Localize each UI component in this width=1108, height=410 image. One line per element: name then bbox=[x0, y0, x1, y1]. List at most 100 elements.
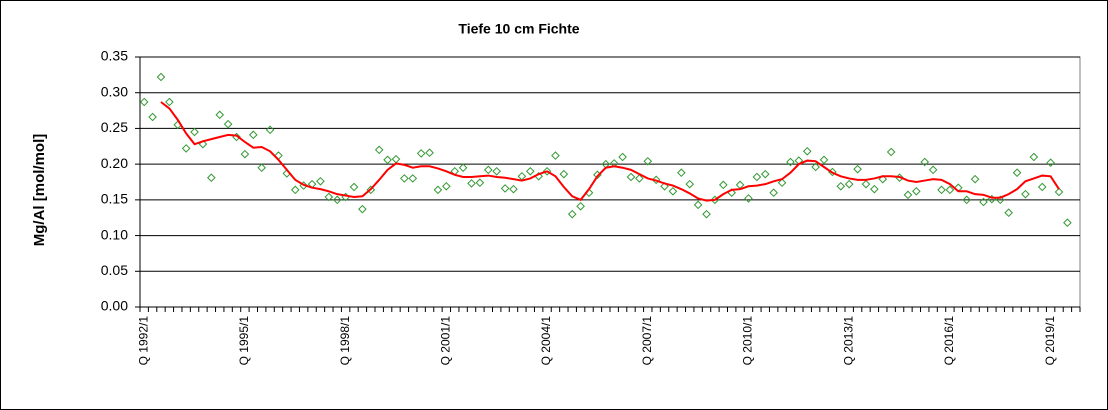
data-point bbox=[1046, 158, 1055, 168]
data-point bbox=[912, 186, 921, 196]
data-point bbox=[752, 172, 762, 182]
data-point bbox=[576, 201, 585, 211]
data-point bbox=[458, 163, 468, 173]
data-point bbox=[769, 188, 778, 198]
data-point bbox=[693, 200, 703, 210]
x-tick-label: Q 2013/1 bbox=[841, 316, 855, 366]
data-point bbox=[139, 97, 149, 107]
data-point bbox=[760, 169, 770, 179]
data-point bbox=[870, 184, 879, 194]
data-point bbox=[374, 145, 384, 155]
y-tick-label: 0.15 bbox=[101, 191, 128, 207]
data-point bbox=[416, 149, 426, 158]
data-point bbox=[903, 190, 913, 200]
trend-line bbox=[160, 101, 1060, 202]
data-point bbox=[316, 176, 325, 186]
data-point bbox=[744, 194, 753, 203]
x-tick-label: Q 1995/1 bbox=[237, 316, 251, 366]
data-point bbox=[618, 152, 627, 162]
data-point bbox=[165, 97, 174, 107]
data-point bbox=[181, 144, 191, 153]
data-point bbox=[878, 174, 888, 184]
data-point bbox=[1029, 152, 1039, 162]
x-tick-label: Q 2004/1 bbox=[539, 316, 553, 366]
y-tick-label: 0.05 bbox=[101, 262, 128, 278]
data-point bbox=[442, 181, 451, 191]
data-point bbox=[702, 209, 711, 219]
data-point bbox=[483, 165, 493, 175]
x-tick-label: Q 2001/1 bbox=[439, 316, 453, 366]
data-point bbox=[970, 174, 980, 184]
data-point bbox=[567, 209, 577, 219]
data-point bbox=[962, 195, 972, 205]
data-point bbox=[844, 179, 854, 189]
data-point bbox=[777, 178, 787, 188]
x-tick-label: Q 2016/1 bbox=[942, 316, 956, 366]
data-point bbox=[349, 182, 359, 192]
data-point bbox=[500, 184, 510, 193]
y-tick-label: 0.25 bbox=[101, 119, 128, 135]
data-point bbox=[802, 146, 812, 156]
x-tick-label: Q 1992/1 bbox=[136, 316, 150, 366]
data-point bbox=[643, 156, 653, 166]
data-point bbox=[248, 130, 258, 140]
data-point bbox=[626, 172, 636, 182]
data-point bbox=[383, 155, 392, 165]
data-point bbox=[207, 173, 216, 183]
x-tick-label: Q 1998/1 bbox=[338, 316, 352, 366]
data-point bbox=[366, 185, 376, 195]
data-point bbox=[215, 110, 225, 120]
data-point bbox=[492, 166, 502, 176]
x-tick-label: Q 2019/1 bbox=[1043, 316, 1057, 366]
data-point bbox=[559, 169, 569, 179]
chart-title: Tiefe 10 cm Fichte bbox=[458, 21, 579, 37]
data-point bbox=[861, 179, 871, 189]
data-point bbox=[257, 163, 267, 173]
y-tick-label: 0.30 bbox=[101, 83, 128, 99]
data-point bbox=[1037, 182, 1047, 192]
y-tick-label: 0.35 bbox=[101, 48, 128, 64]
data-point bbox=[786, 157, 795, 167]
y-axis-label: Mg/Al [mol/mol] bbox=[31, 134, 48, 247]
data-point bbox=[811, 162, 820, 172]
data-point bbox=[718, 180, 728, 190]
data-point bbox=[1021, 189, 1030, 199]
y-tick-label: 0.20 bbox=[101, 155, 128, 171]
data-point bbox=[400, 174, 409, 183]
data-point bbox=[920, 157, 930, 167]
data-point bbox=[886, 147, 896, 157]
data-point bbox=[819, 155, 829, 165]
data-point bbox=[324, 192, 334, 202]
data-point bbox=[660, 181, 669, 191]
data-point bbox=[945, 185, 955, 195]
x-tick-label: Q 2007/1 bbox=[640, 316, 654, 366]
data-point bbox=[525, 166, 535, 176]
data-point bbox=[358, 204, 367, 214]
data-point bbox=[148, 112, 157, 122]
data-point bbox=[408, 174, 418, 183]
data-point bbox=[668, 186, 678, 196]
data-point bbox=[1004, 208, 1013, 218]
y-tick-label: 0.10 bbox=[101, 226, 128, 242]
data-point bbox=[635, 174, 644, 183]
data-point bbox=[156, 72, 166, 82]
data-point bbox=[685, 179, 695, 189]
data-point bbox=[551, 151, 560, 160]
data-point bbox=[290, 185, 300, 195]
data-point bbox=[332, 195, 342, 205]
data-point bbox=[1054, 187, 1064, 197]
data-point bbox=[425, 148, 434, 158]
data-point bbox=[190, 127, 199, 137]
data-point bbox=[836, 181, 846, 191]
data-point bbox=[928, 165, 938, 175]
data-point bbox=[853, 164, 862, 174]
data-point bbox=[1063, 218, 1072, 228]
data-point bbox=[240, 149, 250, 159]
plot-area bbox=[139, 56, 1081, 308]
x-tick-label: Q 2010/1 bbox=[741, 316, 755, 366]
data-point bbox=[223, 119, 233, 129]
data-point bbox=[979, 197, 988, 207]
data-point bbox=[651, 175, 661, 185]
data-point bbox=[677, 168, 686, 178]
y-tick-label: 0.00 bbox=[101, 298, 128, 314]
